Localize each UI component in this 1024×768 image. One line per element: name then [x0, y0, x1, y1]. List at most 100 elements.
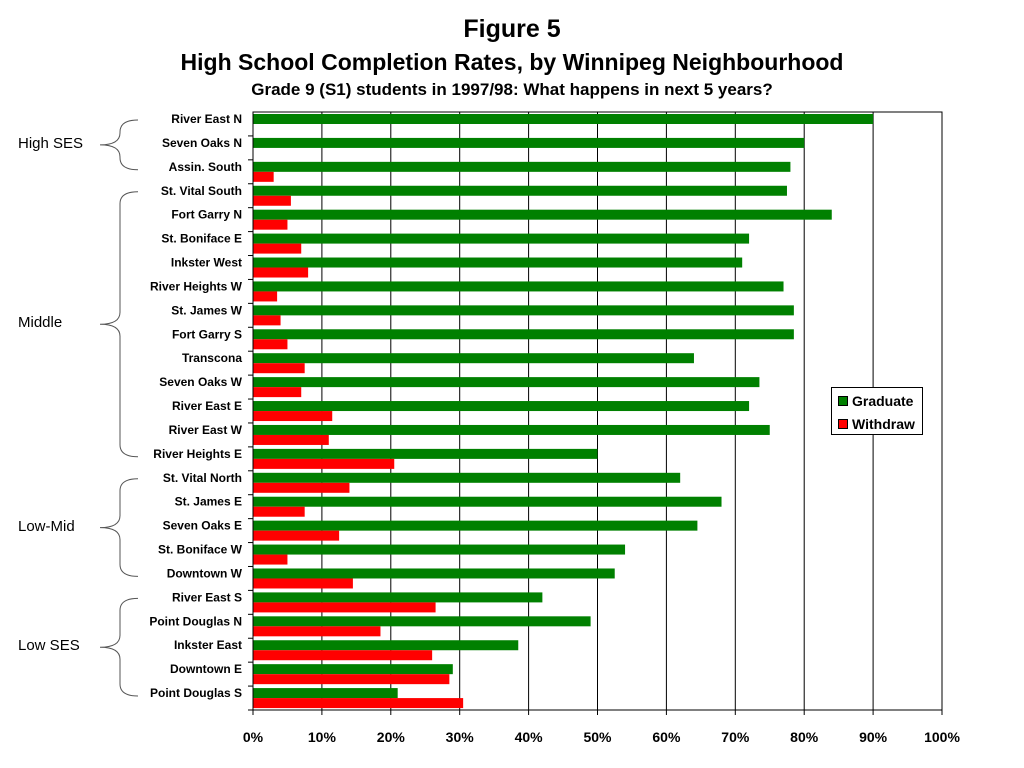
y-tick-label: River East E [172, 399, 242, 413]
group-brace [99, 191, 139, 458]
y-tick-label: Point Douglas N [149, 614, 242, 628]
bar-graduate [253, 544, 626, 555]
legend-label-graduate: Graduate [852, 393, 914, 409]
bar-withdraw [253, 243, 302, 254]
bar-graduate [253, 472, 681, 483]
bar-graduate [253, 257, 743, 268]
y-tick-label: St. Vital South [161, 184, 242, 198]
bar-graduate [253, 401, 750, 412]
bar-graduate [253, 520, 698, 531]
y-tick-label: Inkster East [174, 638, 242, 652]
bar-withdraw [253, 530, 340, 541]
y-tick-label: Assin. South [169, 160, 242, 174]
x-tick-label: 40% [515, 729, 544, 745]
y-tick-label: St. Vital North [163, 471, 242, 485]
x-tick-label: 0% [243, 729, 264, 745]
bar-graduate [253, 233, 750, 244]
bar-graduate [253, 161, 791, 172]
bar-withdraw [253, 554, 288, 565]
y-tick-label: River Heights E [153, 447, 242, 461]
legend: Graduate Withdraw [831, 387, 923, 435]
bar-withdraw [253, 387, 302, 398]
bar-graduate [253, 568, 615, 579]
x-tick-label: 50% [583, 729, 612, 745]
legend-swatch-withdraw [838, 419, 848, 429]
x-tick-label: 20% [377, 729, 406, 745]
bar-withdraw [253, 339, 288, 350]
y-tick-label: Fort Garry S [172, 327, 242, 341]
bar-withdraw [253, 363, 305, 374]
bar-withdraw [253, 698, 464, 709]
figure-label: Figure 5 [463, 15, 561, 43]
bar-withdraw [253, 650, 433, 661]
y-tick-label: River East S [172, 590, 242, 604]
y-tick-label: St. James E [175, 495, 242, 509]
y-tick-label: River Heights W [150, 279, 243, 293]
group-label: High SES [18, 134, 84, 152]
group-label: Middle [18, 314, 63, 332]
x-tick-label: 30% [446, 729, 475, 745]
bar-graduate [253, 688, 398, 699]
bar-withdraw [253, 674, 450, 685]
group-label: Low-Mid [18, 517, 75, 535]
bar-graduate [253, 281, 784, 292]
legend-label-withdraw: Withdraw [852, 416, 915, 432]
plot-border [252, 111, 943, 711]
bar-withdraw [253, 195, 291, 206]
legend-item-withdraw: Withdraw [838, 415, 915, 433]
bar-graduate [253, 209, 832, 220]
bar-withdraw [253, 458, 395, 469]
bar-graduate [253, 664, 453, 675]
bar-graduate [253, 448, 598, 459]
bar-graduate [253, 496, 722, 507]
bar-graduate [253, 305, 794, 316]
y-tick-label: River East W [169, 423, 243, 437]
y-tick-label: St. Boniface E [161, 232, 242, 246]
bar-withdraw [253, 602, 436, 613]
y-tick-label: St. James W [171, 303, 242, 317]
bar-withdraw [253, 578, 353, 589]
legend-item-graduate: Graduate [838, 392, 913, 410]
y-tick-label: Point Douglas S [150, 686, 242, 700]
bar-withdraw [253, 171, 274, 182]
group-label: Low SES [18, 637, 80, 655]
group-brace [99, 478, 139, 577]
x-tick-label: 100% [924, 729, 960, 745]
bar-withdraw [253, 267, 309, 278]
bar-graduate [253, 137, 805, 148]
bar-graduate [253, 329, 794, 340]
y-tick-label: St. Boniface W [158, 543, 243, 557]
y-tick-label: Seven Oaks W [159, 375, 242, 389]
bar-graduate [253, 114, 874, 124]
x-tick-label: 60% [652, 729, 681, 745]
bar-withdraw [253, 434, 329, 445]
x-tick-label: 90% [859, 729, 888, 745]
x-tick-label: 80% [790, 729, 819, 745]
bar-graduate [253, 592, 543, 603]
group-brace [99, 597, 139, 697]
y-tick-label: Seven Oaks E [163, 519, 242, 533]
bar-withdraw [253, 626, 381, 637]
legend-swatch-graduate [838, 396, 848, 406]
bar-graduate [253, 616, 591, 627]
bar-graduate [253, 424, 770, 435]
bar-withdraw [253, 291, 278, 302]
bar-graduate [253, 377, 760, 388]
x-tick-label: 10% [308, 729, 337, 745]
bar-withdraw [253, 315, 281, 326]
group-brace [99, 119, 139, 171]
bar-withdraw [253, 219, 288, 230]
y-tick-label: Seven Oaks N [162, 136, 242, 150]
y-tick-label: Fort Garry N [171, 208, 242, 222]
y-tick-label: Downtown E [170, 662, 242, 676]
bar-withdraw [253, 482, 350, 493]
bar-graduate [253, 185, 787, 196]
bar-graduate [253, 640, 519, 651]
x-tick-label: 70% [721, 729, 750, 745]
chart-title: High School Completion Rates, by Winnipe… [180, 49, 844, 75]
bar-graduate [253, 353, 694, 364]
y-tick-label: Downtown W [167, 566, 243, 580]
chart-subtitle: Grade 9 (S1) students in 1997/98: What h… [251, 80, 773, 99]
bar-withdraw [253, 411, 333, 422]
